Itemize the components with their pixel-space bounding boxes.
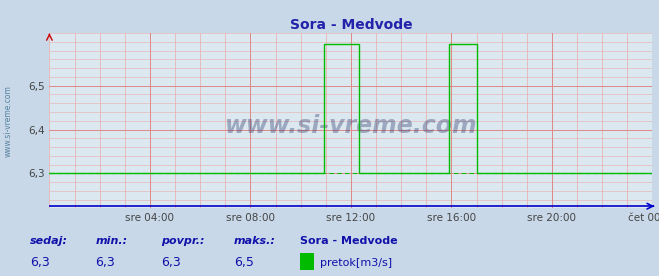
Text: 6,3: 6,3 — [161, 256, 181, 269]
Text: www.si-vreme.com: www.si-vreme.com — [4, 86, 13, 157]
Text: povpr.:: povpr.: — [161, 236, 205, 246]
Text: sedaj:: sedaj: — [30, 236, 68, 246]
Title: Sora - Medvode: Sora - Medvode — [289, 18, 413, 32]
Text: 6,3: 6,3 — [96, 256, 115, 269]
Text: min.:: min.: — [96, 236, 128, 246]
Text: Sora - Medvode: Sora - Medvode — [300, 236, 397, 246]
Text: maks.:: maks.: — [234, 236, 276, 246]
Text: pretok[m3/s]: pretok[m3/s] — [320, 258, 391, 268]
Text: 6,3: 6,3 — [30, 256, 49, 269]
Text: www.si-vreme.com: www.si-vreme.com — [225, 114, 477, 138]
Text: 6,5: 6,5 — [234, 256, 254, 269]
